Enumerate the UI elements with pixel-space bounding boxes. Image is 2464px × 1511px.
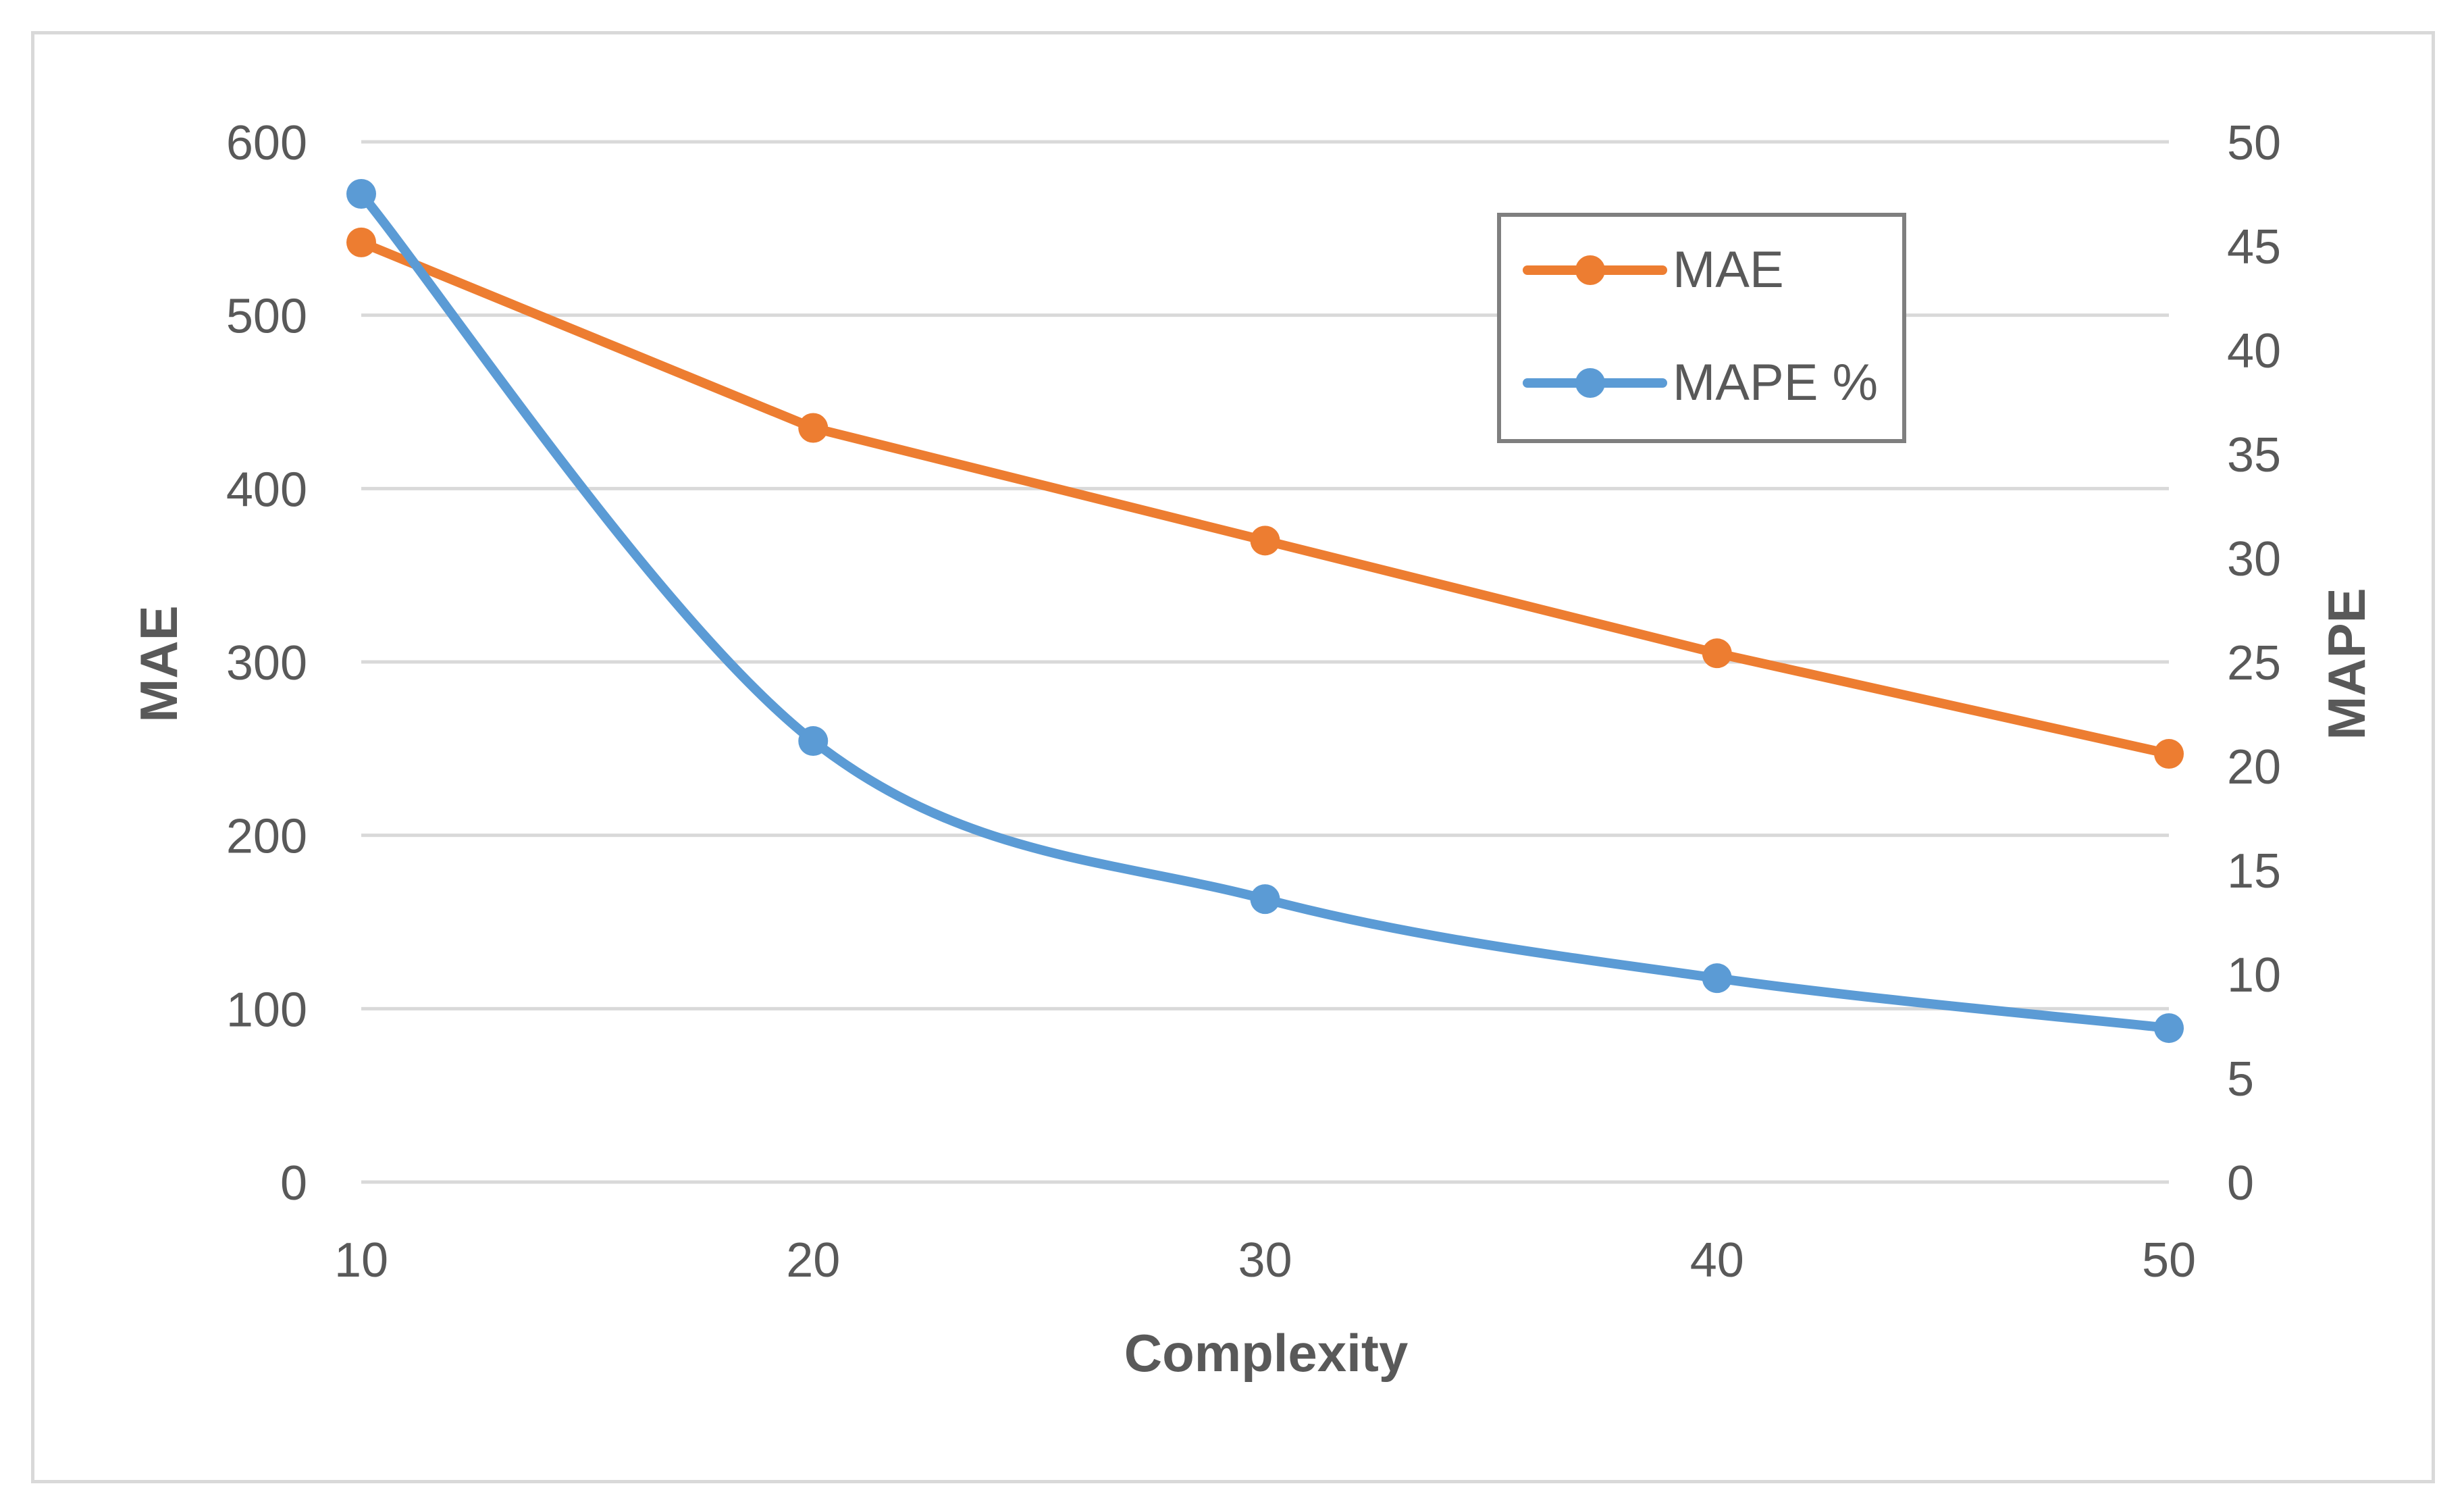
x-axis-ticks: 10 20 30 40 50: [334, 1233, 2196, 1287]
data-point-mape-50: [2154, 1013, 2184, 1044]
y2-tick-label-5: 5: [2227, 1052, 2254, 1106]
x-axis-title: Complexity: [1124, 1323, 1408, 1383]
y2-tick-label-30: 30: [2227, 532, 2281, 586]
y2-tick-label-35: 35: [2227, 428, 2281, 482]
data-point-mape-40: [1702, 963, 1732, 994]
data-point-mape-20: [798, 726, 829, 757]
data-point-mape-10: [346, 179, 376, 209]
x-tick-label-50: 50: [2142, 1233, 2196, 1287]
y-axis-left-ticks: 0 100 200 300 400 500 600: [226, 116, 307, 1210]
x-tick-label-20: 20: [786, 1233, 840, 1287]
legend-marker-mape: [1575, 368, 1605, 398]
y2-tick-label-15: 15: [2227, 844, 2281, 898]
data-point-mae-40: [1702, 638, 1732, 669]
x-tick-label-30: 30: [1238, 1233, 1292, 1287]
y-axis-left-title: MAE: [129, 605, 188, 722]
legend-label-mape: MAPE %: [1673, 354, 1878, 411]
data-point-mae-30: [1250, 526, 1280, 556]
y2-tick-label-25: 25: [2227, 636, 2281, 690]
series-mape: [346, 179, 2184, 1044]
data-point-mae-20: [798, 413, 829, 443]
y2-tick-label-45: 45: [2227, 220, 2281, 274]
legend-item-mae: MAE: [1523, 241, 1784, 299]
y-tick-label-0: 0: [280, 1156, 307, 1210]
legend-item-mape: MAPE %: [1523, 354, 1878, 411]
y-tick-label-500: 500: [226, 290, 307, 344]
y-tick-label-600: 600: [226, 116, 307, 170]
x-tick-label-40: 40: [1690, 1233, 1744, 1287]
legend: MAE MAPE %: [1497, 213, 1906, 443]
y2-tick-label-20: 20: [2227, 740, 2281, 794]
legend-label-mae: MAE: [1673, 241, 1784, 299]
data-point-mae-50: [2154, 739, 2184, 769]
legend-marker-mae: [1575, 255, 1605, 285]
series-line-mape: [357, 189, 2174, 1033]
y-tick-label-100: 100: [226, 983, 307, 1037]
y-tick-label-300: 300: [226, 636, 307, 690]
y-axis-right-title: MAPE: [2317, 588, 2376, 740]
y-axis-right-ticks: 0 5 10 15 20 25 30 35 40 45 50: [2227, 116, 2281, 1210]
y2-tick-label-50: 50: [2227, 116, 2281, 170]
data-point-mape-30: [1250, 884, 1280, 915]
data-point-mae-10: [346, 227, 376, 257]
legend-box: [1497, 213, 1906, 443]
series-mae: [346, 227, 2184, 769]
y-tick-label-400: 400: [226, 463, 307, 517]
y-tick-label-200: 200: [226, 810, 307, 864]
y2-tick-label-10: 10: [2227, 948, 2281, 1002]
x-tick-label-10: 10: [334, 1233, 388, 1287]
series-layer: [346, 179, 2184, 1044]
y2-tick-label-0: 0: [2227, 1156, 2254, 1210]
y2-tick-label-40: 40: [2227, 324, 2281, 378]
